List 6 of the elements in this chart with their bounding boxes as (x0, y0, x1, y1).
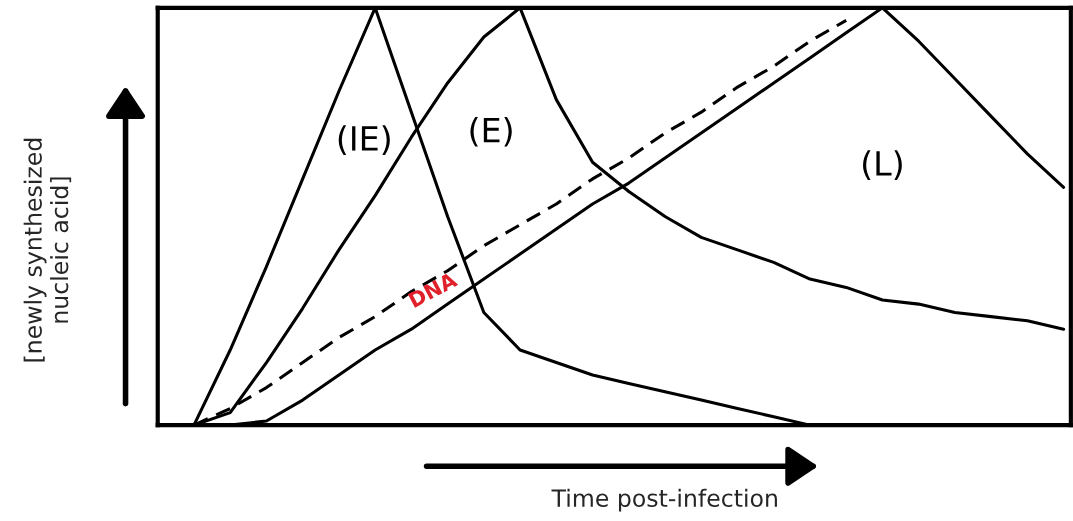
y-axis-title: [newly synthesized nucleic acid] (23, 138, 72, 362)
series-label: (IE) (338, 125, 390, 155)
x-axis-title: Time post-infection (551, 488, 777, 512)
series-label: (E) (470, 116, 512, 147)
text: DNA (407, 271, 459, 308)
text: (L) (863, 150, 902, 180)
